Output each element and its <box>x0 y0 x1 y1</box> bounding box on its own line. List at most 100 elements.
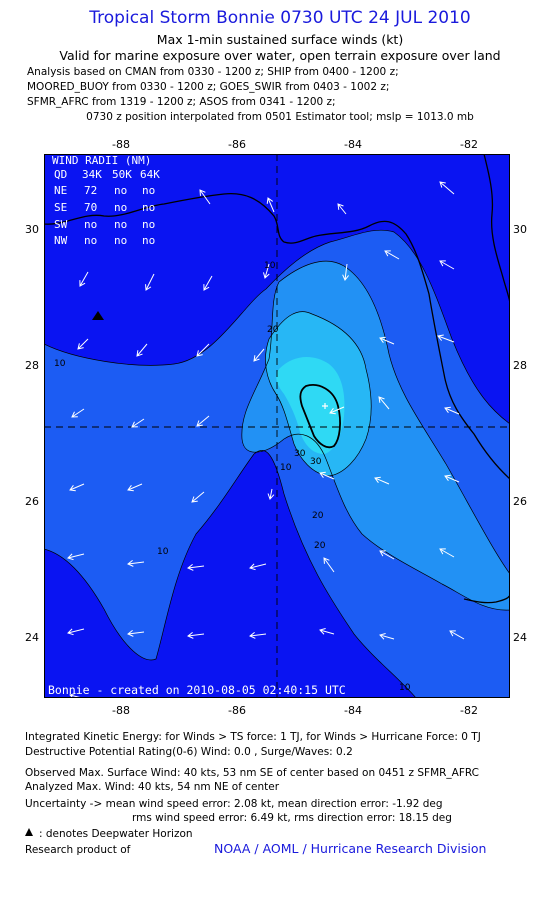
map-frame <box>44 154 510 698</box>
deepwater-legend: : denotes Deepwater Horizon <box>25 828 193 840</box>
uncertainty-rms-line: rms wind speed error: 6.49 kt, rms direc… <box>132 812 452 824</box>
contour-label: 10 <box>264 261 276 271</box>
deepwater-legend-text: : denotes Deepwater Horizon <box>39 828 193 840</box>
wind-arrow <box>69 483 85 492</box>
wind-arrow <box>191 491 205 503</box>
lat-tick-right: 30 <box>513 223 527 236</box>
wind-arrow <box>337 203 347 215</box>
wind-arrow <box>127 560 145 567</box>
wind-arrow <box>439 548 455 558</box>
wind-arrow <box>145 273 155 291</box>
wind-radii-value: 70 <box>84 201 97 214</box>
coastline-gulf <box>44 192 510 480</box>
wind-arrow <box>437 334 455 343</box>
lon-tick-bottom: -86 <box>228 704 246 717</box>
contour-line-10-south <box>44 450 417 698</box>
wind-arrow <box>379 633 395 640</box>
wind-arrow <box>77 338 89 350</box>
wind-radii-value: no <box>84 234 97 247</box>
lat-tick-right: 28 <box>513 359 527 372</box>
wind-radii-value: no <box>114 218 127 231</box>
contour-line-20-south <box>241 281 510 611</box>
wind-band-10kt-se <box>457 609 510 698</box>
wind-arrow <box>187 632 205 639</box>
wind-radii-quadrant: SW <box>54 218 68 231</box>
subtitle-exposure: Valid for marine exposure over water, op… <box>59 48 501 63</box>
wind-field-map: 10 10 20 20 20 30 30 10 10 10 WIND RADII… <box>44 154 510 698</box>
wind-arrow <box>379 336 395 345</box>
wind-radii-header: QD <box>54 168 67 181</box>
wind-arrow <box>127 630 145 637</box>
lon-tick-top: -86 <box>228 138 246 151</box>
wind-arrow <box>374 476 390 485</box>
dpr-line: Destructive Potential Rating(0-6) Wind: … <box>25 746 353 758</box>
contour-label: 10 <box>157 547 169 557</box>
contour-label: 10 <box>54 359 66 369</box>
wind-arrow <box>342 263 349 281</box>
subtitle-winds: Max 1-min sustained surface winds (kt) <box>156 32 404 47</box>
coastline-florida-keys <box>463 593 510 604</box>
wind-arrow <box>319 628 335 635</box>
wind-arrow <box>329 406 345 415</box>
wind-arrow <box>249 563 267 571</box>
wind-radii-header: 34K <box>82 168 102 181</box>
wind-radii-value: 72 <box>84 184 97 197</box>
wind-arrow <box>263 263 270 279</box>
wind-arrow <box>196 415 210 427</box>
wind-arrow <box>187 564 205 571</box>
wind-arrow <box>319 471 335 480</box>
analysis-meta-line: Analysis based on CMAN from 0330 - 1200 … <box>27 66 399 78</box>
lat-tick-left: 30 <box>25 223 39 236</box>
wind-arrow <box>439 260 455 270</box>
wind-band-10kt <box>44 230 510 698</box>
wind-arrow <box>379 550 395 560</box>
deepwater-horizon-icon <box>25 828 33 836</box>
wind-radii-quadrant: SE <box>54 201 67 214</box>
coastline-north-florida <box>483 154 510 305</box>
wind-arrow <box>384 250 400 260</box>
wind-arrow <box>203 275 213 291</box>
contour-line-10 <box>44 229 510 425</box>
lon-tick-bottom: -84 <box>344 704 362 717</box>
analyzed-max-line: Analyzed Max. Wind: 40 kts, 54 nm NE of … <box>25 781 280 793</box>
wind-radii-value: no <box>142 218 155 231</box>
observed-max-line: Observed Max. Surface Wind: 40 kts, 53 n… <box>25 767 480 779</box>
wind-arrow <box>199 189 211 205</box>
contour-label: 10 <box>280 463 292 473</box>
contour-line-40 <box>299 384 341 449</box>
wind-radii-header: 50K <box>112 168 132 181</box>
lon-tick-top: -82 <box>460 138 478 151</box>
wind-arrow <box>127 483 143 492</box>
wind-arrow <box>79 271 89 287</box>
lon-tick-top: -88 <box>112 138 130 151</box>
max-wind-marker <box>322 403 328 409</box>
wind-radii-quadrant: NW <box>54 234 68 247</box>
wind-radii-table: WIND RADII (NM) QD 34K 50K 64K NE 72 no … <box>52 154 160 247</box>
wind-arrow <box>378 396 390 410</box>
noaa-aoml-link[interactable]: NOAA / AOML / Hurricane Research Divisio… <box>214 841 487 856</box>
wind-radii-value: no <box>84 218 97 231</box>
wind-arrow <box>136 343 148 357</box>
analysis-meta-line: MOORED_BUOY from 0330 - 1200 z; GOES_SWI… <box>27 81 390 93</box>
wind-radii-quadrant: NE <box>54 184 67 197</box>
lon-tick-top: -84 <box>344 138 362 151</box>
wind-arrow <box>131 418 145 428</box>
wind-arrow <box>449 630 465 640</box>
lat-tick-left: 24 <box>25 631 39 644</box>
wind-arrow <box>439 181 455 195</box>
map-credit: Bonnie - created on 2010-08-05 02:40:15 … <box>48 683 346 697</box>
lon-tick-bottom: -88 <box>112 704 130 717</box>
wind-arrow <box>266 197 275 213</box>
deepwater-horizon-marker <box>92 311 104 320</box>
research-line: Research product of <box>25 844 131 856</box>
contour-label: 30 <box>294 449 306 459</box>
lat-tick-right: 24 <box>513 631 527 644</box>
wind-arrow <box>444 406 460 415</box>
contour-label: 20 <box>267 325 279 335</box>
wind-arrow <box>67 628 85 636</box>
contour-label: 10 <box>399 683 411 693</box>
wind-radii-value: no <box>142 184 155 197</box>
wind-radii-value: no <box>114 201 127 214</box>
wind-arrow <box>196 343 210 357</box>
lon-tick-bottom: -82 <box>460 704 478 717</box>
